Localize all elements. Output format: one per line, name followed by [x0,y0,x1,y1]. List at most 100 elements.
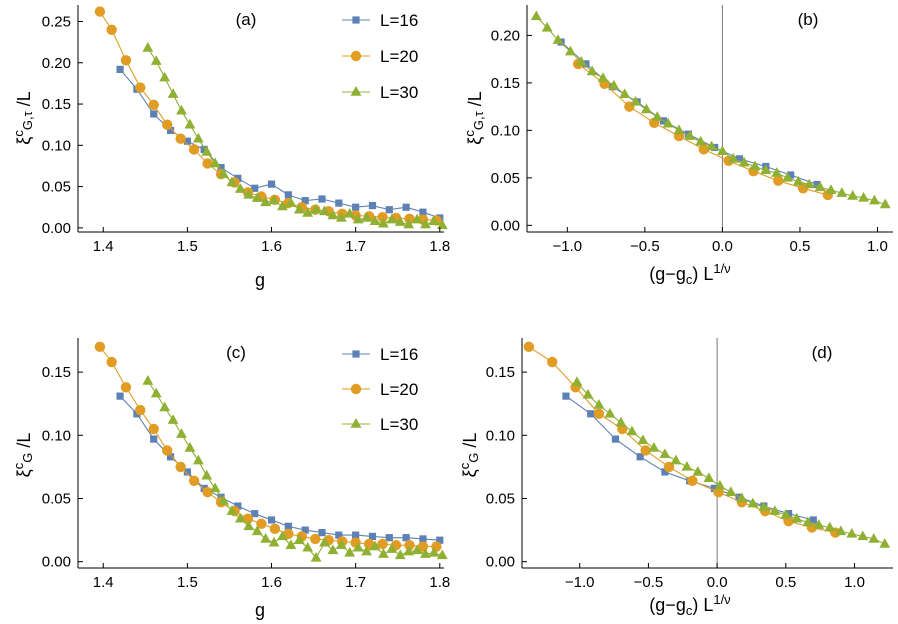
panel-c-series-L=30-point-35 [436,549,448,560]
panel-c-series-L=16-point-2 [150,435,158,443]
panel-d-ticks-layer: −1.0 −0.5 0.0 0.5 1.0 0.00 0.05 0.10 0.15 [486,364,865,591]
panel-b-series-L=30-point-14 [684,130,696,140]
panel-b-series-L=30-point-29 [847,189,859,200]
panel-c-series-L=30-point-6 [192,454,204,465]
panel-b-series-L=30-point-8 [619,88,631,99]
panel-a-series-L=30-point-19 [302,207,314,217]
panel-b-series-L=16-point-10 [813,180,821,189]
panel-d-x-tick-label: −1.0 [565,574,595,591]
panel-a-series-L=20-point-1 [106,24,117,35]
panel-b: −1.0 −0.5 0.0 0.5 1.0 0.00 0.05 0.10 0.15 0.20 (b… [462,5,893,287]
panel-c-series-L=30-point-5 [184,442,196,452]
panel-c-series-L=20-point-12 [256,518,267,529]
panel-d-y-tick-label: 0.10 [486,427,515,444]
panel-c-series-L=30-line [147,380,443,559]
panel-c-series-L=30-point-12 [243,520,255,531]
panel-d-x-tick-label: −0.5 [634,574,664,591]
panel-a-series-layer [94,6,448,230]
panel-b-series-L=30-point-2 [552,34,564,44]
panel-a-legend: L=16 L=20 L=30 [342,11,418,102]
panel-c-series-L=16-point-16 [385,534,393,542]
panel-d-series-L=30-point-25 [846,527,858,538]
panel-a-y-tick-label: 0.25 [42,14,71,31]
panel-a-legend-label: L=20 [380,47,418,66]
panel-b-series-L=16-line [560,41,818,186]
panel-b-x-tick-label: 0.5 [790,238,811,255]
panel-d-x-tick-label: 1.0 [844,574,865,591]
panel-c-series-L=16-point-18 [419,535,427,543]
panel-c-series-L=30-point-14 [260,532,272,543]
panel-c-series-L=20-point-21 [377,538,388,550]
panel-d-series-L=20-line [528,346,836,534]
panel-c-series-L=20-point-8 [202,486,213,498]
panel-b-series-L=30-point-15 [695,135,707,146]
panel-c-series-L=30-point-17 [285,539,297,550]
panel-c-legend-marker [352,350,360,358]
panel-b-series-L=16-point-9 [787,171,795,179]
panel-a-series-L=30-point-9 [218,168,229,178]
panel-c-series-L=30-point-34 [428,546,440,557]
panel-b-series-L=30-point-25 [803,178,815,189]
panel-b-x-tick-label: −1.0 [553,238,583,255]
panel-b-tag: (b) [798,10,819,29]
panel-b-series-L=30-point-20 [749,160,761,171]
panel-a-ylabel: ξcG,τ /L [11,91,35,144]
panel-b-series-L=20-point-5 [698,144,709,155]
panel-c-series-L=30-point-19 [302,541,314,552]
panel-c-series-L=30-point-10 [226,505,238,515]
panel-c-series-L=30-point-25 [352,541,364,552]
panel-a-ticks-layer: 1.4 1.5 1.6 1.7 1.8 0.00 0.05 0.10 0.15 0.20 0.25 [42,14,450,255]
panel-a-series-L=16-point-11 [301,197,309,205]
panel-d-series-L=20-point-3 [593,408,605,420]
panel-c-x-tick-label: 1.5 [177,574,198,591]
panel-c-y-tick-label: 0.10 [42,427,71,444]
panel-c-series-L=20-point-13 [269,523,281,535]
panel-d-y-tick-label: 0.00 [486,554,515,571]
panel-d-series-L=30-point-11 [692,466,704,476]
panel-b-series-L=30-point-7 [608,79,620,90]
panel-b-x-tick-label: 0.0 [712,238,733,255]
panel-a-tag: (a) [236,10,257,29]
panel-a-series-L=30-point-32 [411,213,423,224]
panel-d-ylabel: ξcG /L [457,433,481,478]
panel-c-series-L=30-point-32 [411,544,423,555]
panel-c-series-L=16-point-17 [402,534,410,542]
panel-a-series-L=30-point-24 [344,207,356,218]
panel-c-series-L=16-point-13 [335,531,343,539]
panel-c-series-L=20-point-3 [135,404,146,416]
panel-a-series-L=30-point-30 [394,216,406,226]
panel-a-series-L=30-point-27 [369,215,381,226]
panel-a-series-L=20-point-0 [94,6,106,17]
panel-a-series-L=20-point-3 [135,82,146,93]
panel-b-series-L=30-point-18 [727,152,739,163]
panel-d-series-L=30-point-21 [802,516,814,527]
panel-a-x-tick-label: 1.6 [261,238,282,255]
panel-d-series-L=16-point-10 [809,516,817,524]
panel-d-series-L=30-point-28 [879,538,891,548]
panel-c-series-L=30-point-33 [420,548,431,558]
panel-a-series-L=30-point-15 [268,194,280,205]
panel-b-series-L=30-point-32 [879,198,891,209]
panel-b-series-L=30-point-6 [597,72,609,82]
panel-c-y-tick-label: 0.15 [42,364,71,381]
panel-c-tag: (c) [226,343,246,362]
panel-a-xlabel: g [255,270,265,290]
panel-d-series-L=30-point-16 [747,497,759,508]
panel-a-series-L=16-point-2 [150,110,158,118]
panel-c-y-tick-label: 0.05 [42,490,71,507]
panel-b-ticks-layer: −1.0 −0.5 0.0 0.5 1.0 0.00 0.05 0.10 0.15 0.20 [491,27,888,255]
panel-b-ylabel: ξcG,τ /L [462,91,486,144]
panel-d-series-layer [523,338,891,568]
panel-d-x-tick-label: 0.0 [707,574,728,591]
panel-b-series-L=30-point-17 [717,145,728,156]
panel-c-ylabel: ξcG /L [11,433,35,478]
panel-c-series-L=30-point-29 [386,543,398,553]
panel-a-series-L=30-point-31 [403,218,415,229]
panel-d-series-L=16-point-0 [562,392,570,400]
panel-a-series-L=30-point-5 [184,118,196,129]
panel-d-series-L=30-point-19 [780,508,792,519]
panel-c-series-L=20-point-7 [188,475,200,487]
panel-c-series-L=30-point-27 [369,540,381,551]
panel-a-series-L=30-point-14 [260,196,272,207]
panel-c-series-L=20-point-11 [242,513,254,524]
